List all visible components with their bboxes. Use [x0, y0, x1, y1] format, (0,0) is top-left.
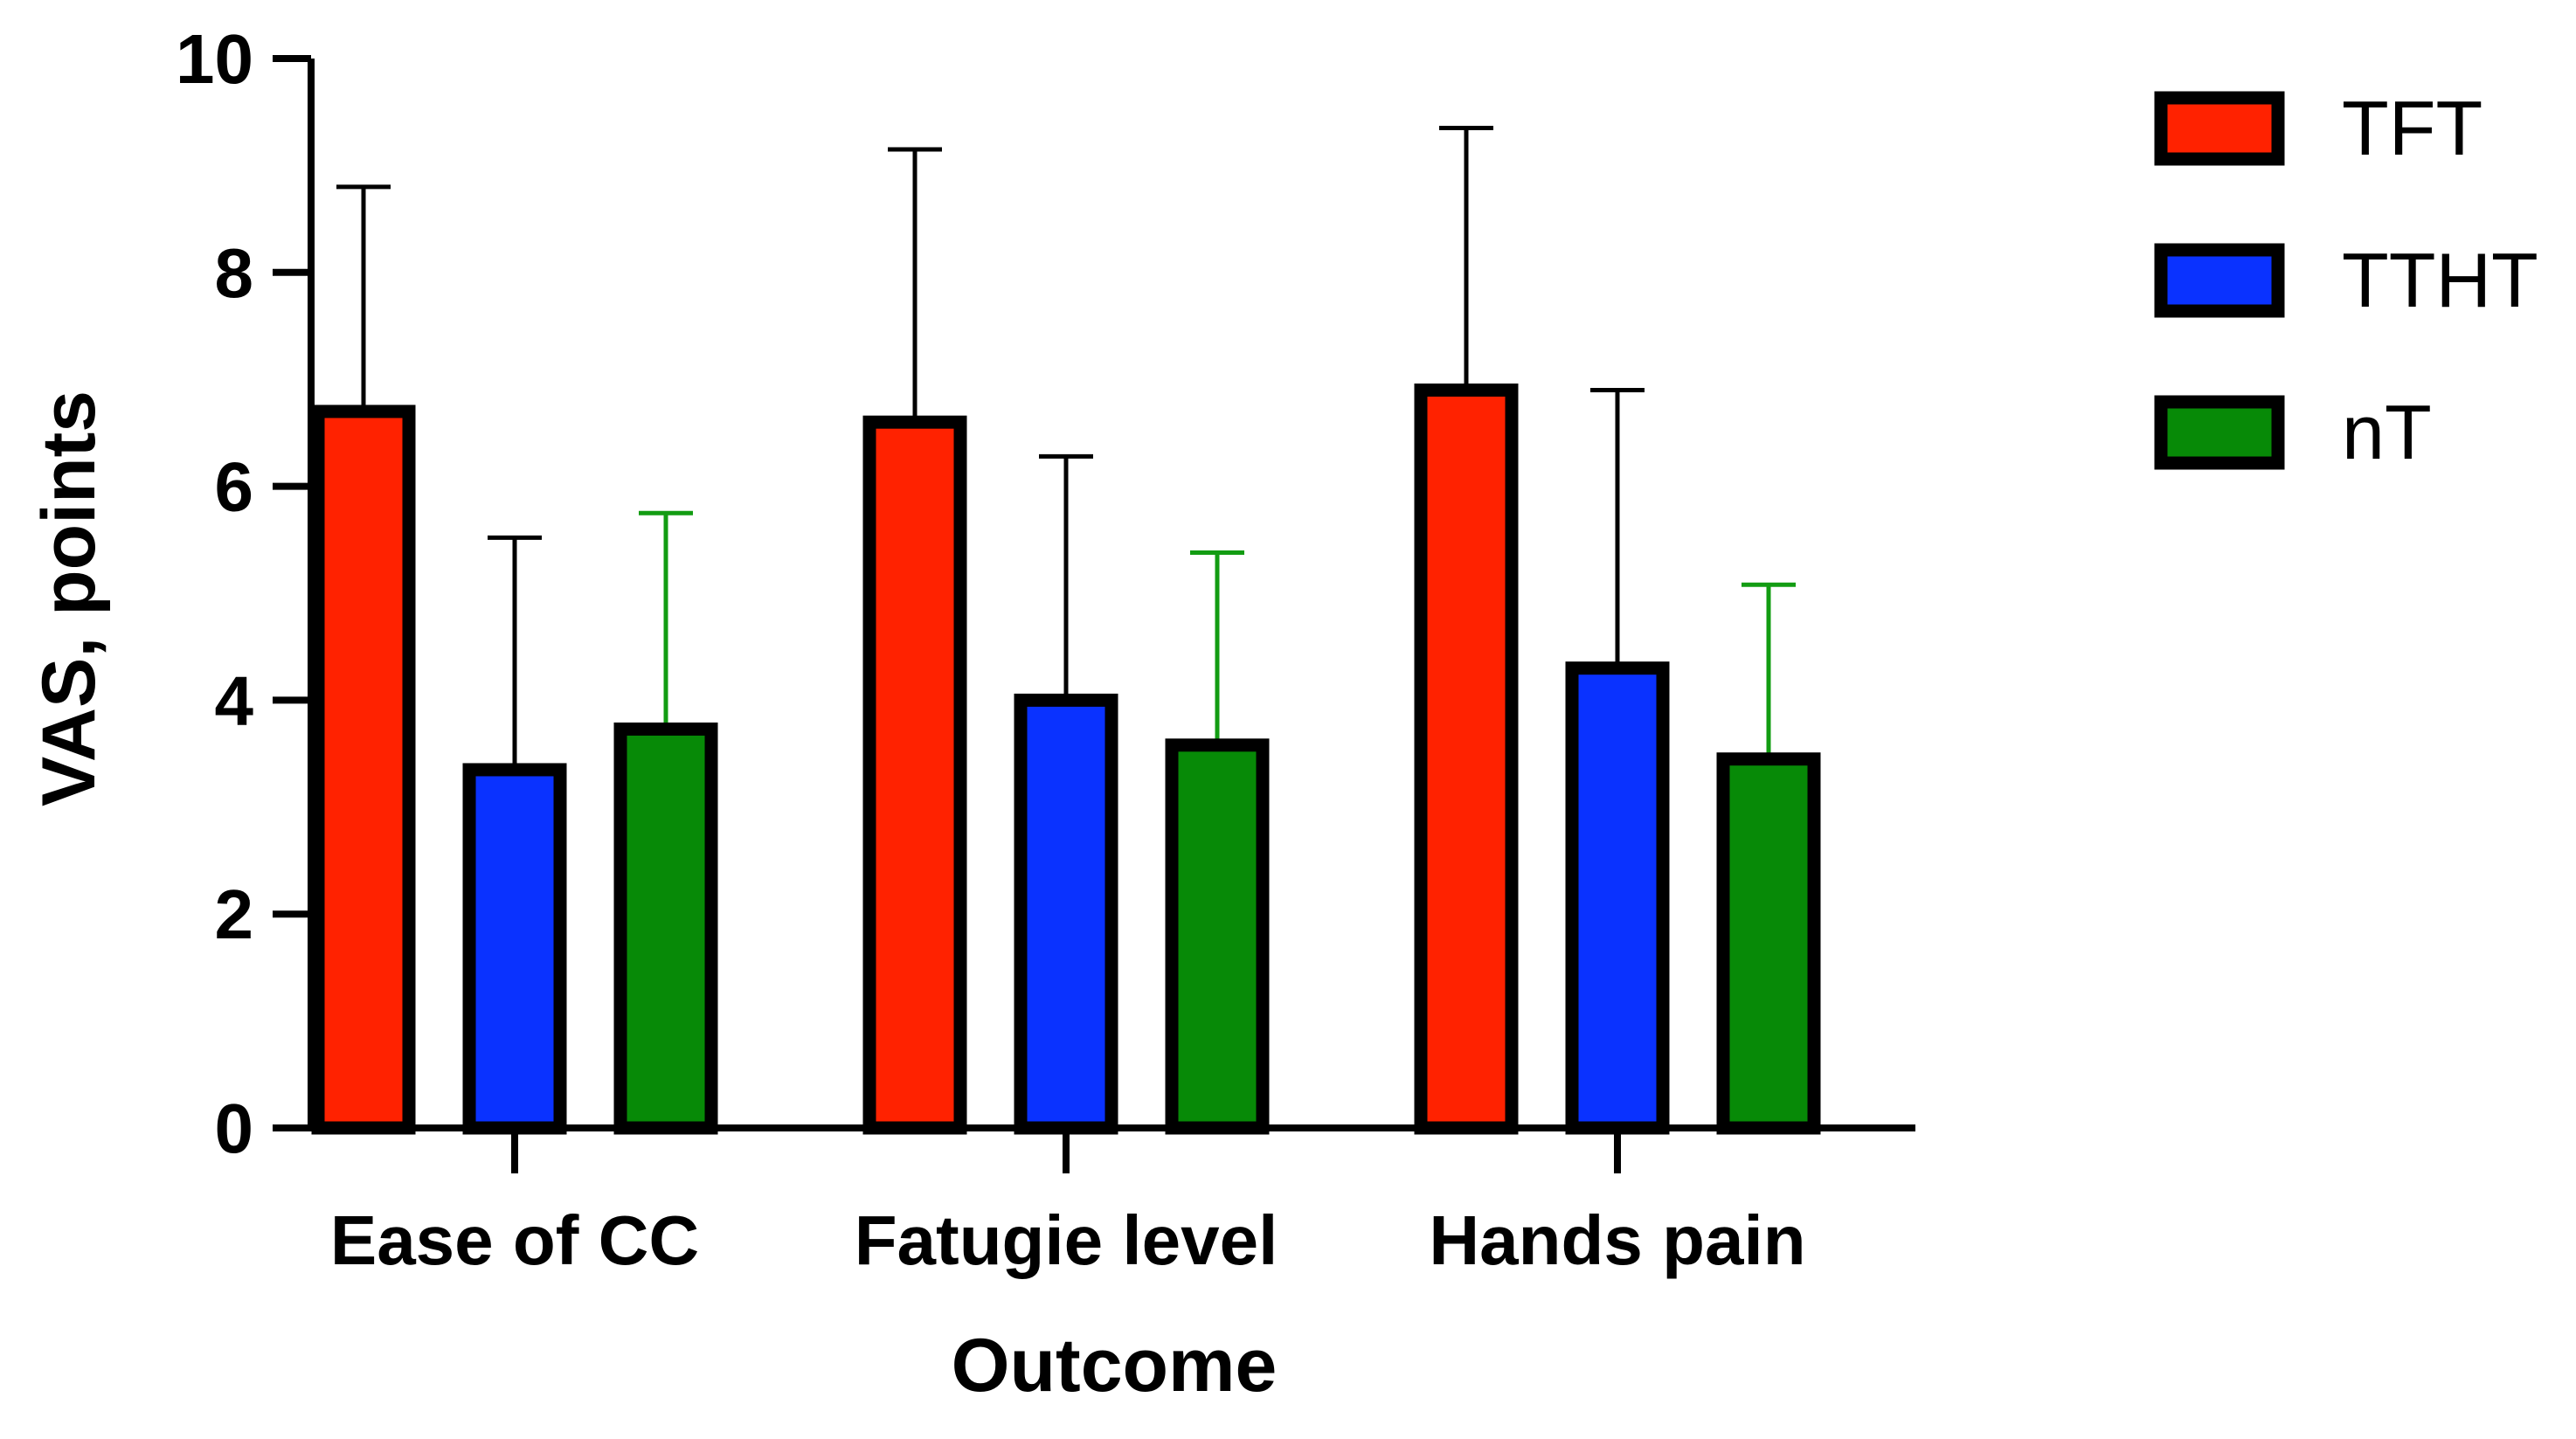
- axes: [308, 59, 1915, 1131]
- bar-nt-3: [1716, 752, 1821, 1135]
- y-tick-label: 0: [215, 1090, 254, 1167]
- x-tick-label: Hands pain: [1429, 1201, 1805, 1279]
- bar-ttht-2: [1014, 693, 1118, 1135]
- bar-ttht-1: [462, 763, 567, 1135]
- bar-tft-2: [862, 415, 967, 1135]
- bar-tft-3: [1414, 383, 1519, 1135]
- y-axis-title: VAS, points: [27, 391, 111, 806]
- bar-ttht-3: [1565, 661, 1670, 1135]
- bar-nt-2: [1165, 738, 1270, 1135]
- legend: TFT TTHT nT: [2154, 85, 2538, 475]
- legend-swatch-nt: [2154, 395, 2285, 470]
- legend-label-tft: TFT: [2342, 85, 2483, 171]
- x-axis-title: Outcome: [952, 1324, 1278, 1408]
- y-tick-label: 8: [215, 234, 254, 312]
- bar-nt-1: [613, 722, 718, 1135]
- y-tick-label: 6: [215, 448, 254, 526]
- x-ticks: Ease of CC Fatugie level Hands pain: [330, 1128, 1806, 1279]
- y-tick-label: 10: [176, 20, 253, 98]
- error-bars: [336, 126, 1796, 770]
- bar-tft-1: [311, 405, 416, 1135]
- legend-swatch-ttht: [2154, 243, 2285, 318]
- y-ticks: 0 2 4 6 8 10: [176, 20, 311, 1167]
- x-tick-label: Fatugie level: [855, 1201, 1278, 1279]
- legend-label-ttht: TTHT: [2342, 237, 2538, 323]
- legend-swatch-tft: [2154, 91, 2285, 166]
- y-tick-label: 2: [215, 875, 254, 953]
- legend-label-nt: nT: [2342, 389, 2432, 475]
- bars: [311, 383, 1821, 1135]
- y-tick-label: 4: [215, 661, 254, 739]
- x-tick-label: Ease of CC: [330, 1201, 699, 1279]
